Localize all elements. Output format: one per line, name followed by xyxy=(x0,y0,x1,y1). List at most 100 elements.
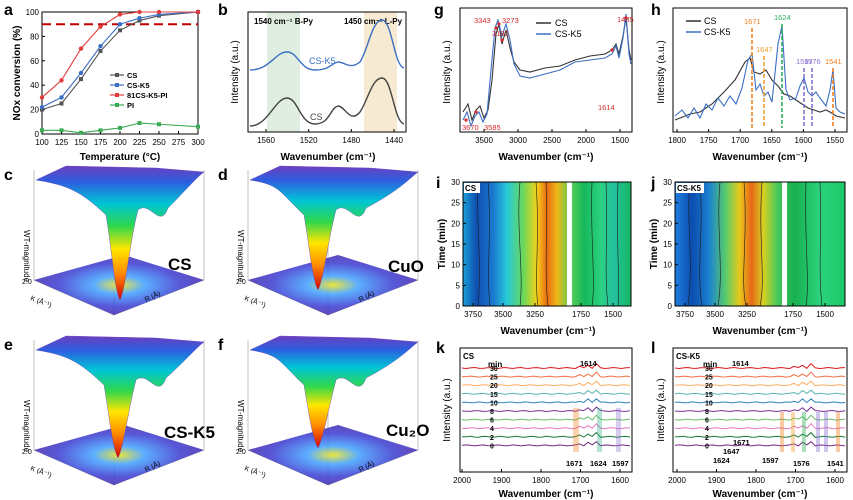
panel-a-point xyxy=(98,128,103,133)
panel-k-time-header: min xyxy=(488,360,502,369)
panel-l-xtick-label: 1800 xyxy=(747,476,765,485)
panel-b-band-lpy-label: 1450 cm⁻¹ L-Py xyxy=(344,17,403,26)
panel-k-band xyxy=(597,408,602,452)
panel-i-ytick-label: 10 xyxy=(451,261,460,270)
panel-l-spectrum xyxy=(674,380,846,387)
panel-a-point xyxy=(59,95,64,100)
surface-z-top: 2.0 xyxy=(22,449,32,456)
panel-a-legend-label: PI xyxy=(127,101,134,110)
panel-a-point xyxy=(117,12,123,17)
panel-l-peak-label: 1671 xyxy=(733,438,750,447)
panel-g-xtick-label: 2500 xyxy=(543,136,561,145)
panel-k-time-label: 30 xyxy=(490,366,498,373)
panel-k-time-label: 0 xyxy=(490,443,494,450)
panel-h-peak-label: 1576 xyxy=(804,57,821,66)
panel-a-point xyxy=(118,28,122,33)
panel-j-xtick-label: 3750 xyxy=(676,310,694,319)
panel-h-legend-cs: CS xyxy=(704,16,717,26)
panel-letter-d: d xyxy=(218,167,228,184)
panel-g-peak-dot xyxy=(494,26,498,30)
panel-l-xtick-label: 1600 xyxy=(826,476,844,485)
panel-k-xlabel: Wavenumber (cm⁻¹) xyxy=(499,489,594,500)
panel-l-spectrum xyxy=(674,398,846,404)
panel-h-xtick-label: 1550 xyxy=(826,136,844,145)
panel-a-line-CS-K5 xyxy=(41,11,199,108)
panel-i-ytick-label: 5 xyxy=(456,281,461,290)
panel-j-ylabel: Time (min) xyxy=(649,219,660,269)
panel-l-time-label: 15 xyxy=(705,392,713,399)
panel-a-point xyxy=(39,95,45,100)
panel-a-point xyxy=(40,107,44,112)
panel-a-legend-marker xyxy=(115,103,119,107)
panel-h-peak-label: 1541 xyxy=(825,57,842,66)
panel-l-peak-label: 1597 xyxy=(762,456,779,465)
surface-z-label: WT-magnitude xyxy=(236,230,245,283)
panel-i-ytick-label: 20 xyxy=(451,219,460,228)
panel-l-frame xyxy=(672,347,848,473)
panel-b-xtick-label: 1560 xyxy=(257,136,275,145)
panel-g-xtick-label: 2000 xyxy=(577,136,595,145)
panel-a-xtick-label: 125 xyxy=(55,138,69,147)
panel-letter-f: f xyxy=(218,337,224,354)
panel-l-time-label: 4 xyxy=(705,426,709,433)
panel-k-time-label: 4 xyxy=(490,426,494,433)
panel-j-axis-break xyxy=(782,182,787,306)
panel-b-xtick-label: 1480 xyxy=(342,136,360,145)
panel-j-label-bg xyxy=(676,183,704,193)
panel-a-legend-marker xyxy=(115,83,119,87)
panel-j-xtick-label: 1500 xyxy=(816,310,834,319)
panel-a-point xyxy=(196,124,200,129)
panel-g-legend-cs-k5: CS-K5 xyxy=(555,29,582,39)
panel-a-point xyxy=(157,122,161,127)
panel-h-peak-label: 1647 xyxy=(756,45,773,54)
panel-h-xtick-label: 1600 xyxy=(795,136,813,145)
panel-a-ytick-label: 60 xyxy=(30,57,39,66)
panel-k-time-label: 8 xyxy=(490,409,494,416)
panel-l-spectrum xyxy=(674,406,846,413)
panel-i-heatmap xyxy=(463,182,631,306)
panel-a-point xyxy=(59,101,64,106)
panel-i-ytick-label: 0 xyxy=(456,302,461,311)
panel-letter-a: a xyxy=(4,2,13,19)
panel-g-xtick-label: 3500 xyxy=(475,136,493,145)
panel-a-ytick-label: 20 xyxy=(30,106,39,115)
panel-l-time-label: 8 xyxy=(705,409,709,416)
panel-a-point xyxy=(59,78,64,83)
panel-k-peak-label: 1597 xyxy=(612,459,629,468)
panel-l-peak-label: 1614 xyxy=(732,359,750,368)
panel-j-xlabel: Wavenumber (cm⁻¹) xyxy=(713,326,808,337)
panel-a-xtick-label: 200 xyxy=(113,138,127,147)
panel-l-xtick-label: 1900 xyxy=(708,476,726,485)
panel-a-point xyxy=(137,15,142,21)
panel-j-xtick-label: 3500 xyxy=(706,310,724,319)
panel-g-peak-label: 3182 xyxy=(492,29,509,38)
panel-k-peak-label: 1671 xyxy=(566,459,583,468)
panel-l-time-label: 6 xyxy=(705,418,709,425)
panel-k-frame xyxy=(459,347,633,473)
panel-k-xtick-label: 1800 xyxy=(532,476,550,485)
panel-k-time-label: 6 xyxy=(490,418,494,425)
panel-h-xtick-label: 1700 xyxy=(731,136,749,145)
panel-letter-k: k xyxy=(436,340,445,357)
panel-a-ytick-label: 40 xyxy=(30,81,39,90)
panel-g-xlabel: Wavenumber (cm⁻¹) xyxy=(499,152,594,163)
panel-j-ytick-label: 15 xyxy=(663,240,672,249)
surface-z-label: WT-magnitude xyxy=(22,230,31,283)
panel-b-legend-cs: CS xyxy=(310,112,323,122)
panel-k-peak-label: 1614 xyxy=(580,359,598,368)
panel-l-peak-label: 1576 xyxy=(793,459,810,468)
panel-g-peak-dot xyxy=(464,118,468,122)
panel-l-band xyxy=(791,412,795,452)
panel-k-spectrum xyxy=(461,414,631,421)
panel-j: j CS-K5 Time (min) Wavenumber (cm⁻¹) 375… xyxy=(649,175,846,337)
panel-h-series-cs xyxy=(674,57,846,121)
panel-a-legend-label: 81CS-K5-PI xyxy=(127,91,167,100)
panel-g-peak-dot xyxy=(500,38,504,42)
panel-g-xtick-label: 3000 xyxy=(509,136,527,145)
surface-sheet xyxy=(35,165,205,301)
panel-a-point xyxy=(59,128,64,133)
